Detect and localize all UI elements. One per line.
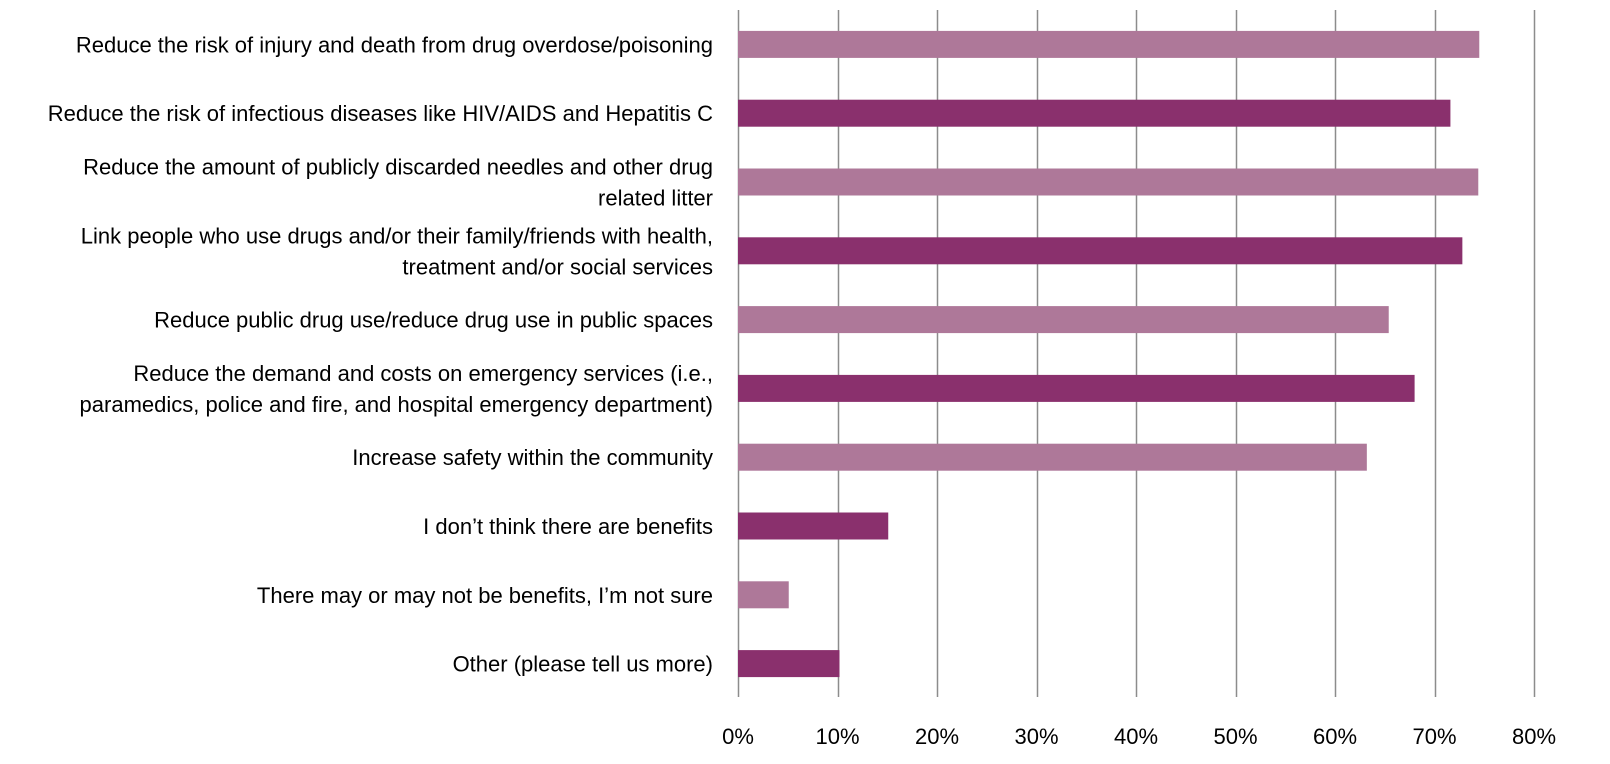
- bar: [738, 237, 1463, 265]
- category-label-line: Link people who use drugs and/or their f…: [81, 223, 713, 248]
- category-label-line: Reduce the risk of injury and death from…: [76, 32, 713, 57]
- x-tick-label: 50%: [1213, 724, 1257, 749]
- category-label: Reduce the demand and costs on emergency…: [80, 361, 713, 417]
- bar: [738, 168, 1479, 196]
- category-label-line: paramedics, police and fire, and hospita…: [80, 392, 713, 417]
- bar: [738, 30, 1480, 58]
- bar: [738, 374, 1415, 402]
- category-label: Increase safety within the community: [352, 445, 713, 470]
- x-axis-tick-labels: 0% 10% 20% 30% 40% 50% 60% 70% 80%: [722, 724, 1556, 749]
- bar: [738, 99, 1451, 127]
- category-label-line: Reduce public drug use/reduce drug use i…: [154, 308, 713, 333]
- bar: [738, 306, 1389, 334]
- x-tick-label: 10%: [815, 724, 859, 749]
- category-label: There may or may not be benefits, I’m no…: [257, 583, 713, 608]
- category-label-line: treatment and/or social services: [402, 254, 713, 279]
- category-label-line: related litter: [598, 186, 713, 211]
- x-tick-label: 80%: [1512, 724, 1556, 749]
- category-label: Other (please tell us more): [453, 652, 713, 677]
- x-tick-label: 0%: [722, 724, 754, 749]
- x-tick-label: 30%: [1014, 724, 1058, 749]
- bar: [738, 443, 1367, 471]
- bar: [738, 650, 840, 678]
- category-label-line: Other (please tell us more): [453, 652, 713, 677]
- category-label: Reduce public drug use/reduce drug use i…: [154, 308, 713, 333]
- category-label-line: I don’t think there are benefits: [423, 514, 713, 539]
- x-tick-label: 60%: [1313, 724, 1357, 749]
- category-label-line: There may or may not be benefits, I’m no…: [257, 583, 713, 608]
- x-tick-label: 20%: [915, 724, 959, 749]
- category-label: Reduce the risk of injury and death from…: [76, 32, 713, 57]
- bar-layer: [738, 30, 1480, 678]
- category-label-line: Reduce the demand and costs on emergency…: [133, 361, 713, 386]
- category-label: Reduce the amount of publicly discarded …: [83, 155, 713, 211]
- bar: [738, 512, 889, 540]
- category-labels: Reduce the risk of injury and death from…: [48, 32, 713, 676]
- bar: [738, 581, 789, 609]
- x-tick-label: 40%: [1114, 724, 1158, 749]
- category-label-line: Increase safety within the community: [352, 445, 713, 470]
- category-label: Link people who use drugs and/or their f…: [81, 223, 713, 279]
- category-label: Reduce the risk of infectious diseases l…: [48, 101, 713, 126]
- category-label: I don’t think there are benefits: [423, 514, 713, 539]
- category-label-line: Reduce the amount of publicly discarded …: [83, 155, 713, 180]
- category-label-line: Reduce the risk of infectious diseases l…: [48, 101, 713, 126]
- x-tick-label: 70%: [1412, 724, 1456, 749]
